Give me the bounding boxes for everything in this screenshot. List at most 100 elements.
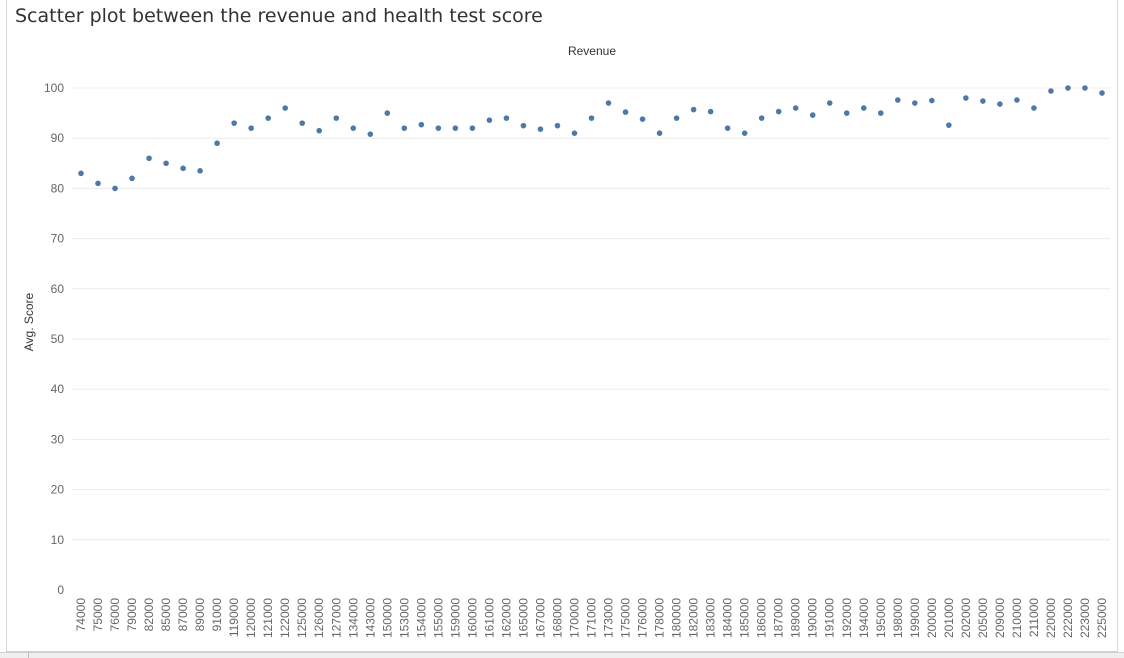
scatter-point[interactable] xyxy=(639,116,646,122)
scatter-point[interactable] xyxy=(163,160,169,167)
scatter-point[interactable] xyxy=(350,125,357,131)
scatter-point[interactable] xyxy=(1082,85,1088,91)
scatter-point[interactable] xyxy=(622,109,629,115)
x-tick-label: 220000 xyxy=(1044,598,1058,638)
x-tick-label: 170000 xyxy=(567,598,581,638)
scatter-point[interactable] xyxy=(146,155,152,162)
chart-title: Scatter plot between the revenue and hea… xyxy=(15,5,543,27)
x-tick-label: 119000 xyxy=(227,598,241,637)
scatter-point[interactable] xyxy=(860,105,867,111)
scatter-point[interactable] xyxy=(826,100,833,106)
scatter-point[interactable] xyxy=(367,131,374,137)
scatter-point[interactable] xyxy=(180,165,186,172)
scatter-point[interactable] xyxy=(980,98,986,104)
x-tick-label: 74000 xyxy=(74,598,88,632)
x-tick-label: 154000 xyxy=(414,598,428,638)
scatter-point[interactable] xyxy=(78,170,84,177)
scatter-point[interactable] xyxy=(588,115,595,121)
scatter-point[interactable] xyxy=(231,120,237,126)
scatter-point[interactable] xyxy=(1065,85,1071,91)
scatter-points xyxy=(78,85,1105,192)
y-tick-label: 100 xyxy=(44,81,64,95)
scatter-point[interactable] xyxy=(316,127,323,134)
scatter-point[interactable] xyxy=(503,115,510,121)
horizontal-scrollbar[interactable] xyxy=(0,652,1124,658)
x-tick-label: 127000 xyxy=(329,598,343,638)
scatter-point[interactable] xyxy=(912,100,918,106)
x-tick-label: 185000 xyxy=(738,598,752,638)
scatter-point[interactable] xyxy=(707,108,714,115)
scatter-point[interactable] xyxy=(452,125,459,131)
y-tick-label: 20 xyxy=(51,483,65,497)
x-tick-label: 199000 xyxy=(908,598,922,638)
scatter-point[interactable] xyxy=(129,175,135,182)
scatter-point[interactable] xyxy=(537,126,544,132)
x-tick-label: 121000 xyxy=(261,598,275,638)
scatter-point[interactable] xyxy=(724,125,731,131)
gridlines xyxy=(72,87,1110,541)
scatter-point[interactable] xyxy=(282,105,289,111)
scatter-point[interactable] xyxy=(673,115,680,121)
x-tick-label: 134000 xyxy=(346,598,360,638)
scatter-point[interactable] xyxy=(571,130,578,136)
scatter-point[interactable] xyxy=(469,125,476,131)
scatter-point[interactable] xyxy=(690,106,697,113)
scatter-point[interactable] xyxy=(248,125,254,131)
x-tick-label: 192000 xyxy=(840,598,854,638)
x-tick-label: 202000 xyxy=(959,598,973,638)
scatter-point[interactable] xyxy=(401,125,408,131)
scatter-point[interactable] xyxy=(997,101,1003,107)
y-tick-label: 0 xyxy=(57,583,64,597)
scatter-point[interactable] xyxy=(792,105,799,111)
scatter-point[interactable] xyxy=(843,110,850,116)
scatter-point[interactable] xyxy=(1099,90,1105,96)
x-tick-label: 190000 xyxy=(806,598,820,638)
scatter-point[interactable] xyxy=(1031,105,1037,111)
y-tick-label: 80 xyxy=(51,181,65,195)
scatter-point[interactable] xyxy=(895,97,901,103)
scatter-point[interactable] xyxy=(197,168,203,174)
scatter-point[interactable] xyxy=(95,180,101,187)
scatter-point[interactable] xyxy=(333,115,340,121)
scatter-point[interactable] xyxy=(384,110,391,116)
x-axis-title: Revenue xyxy=(568,44,616,58)
x-tick-label: 209000 xyxy=(993,598,1007,638)
x-tick-label: 85000 xyxy=(159,598,173,632)
scatter-point[interactable] xyxy=(554,122,561,129)
x-tick-label: 87000 xyxy=(176,598,190,632)
scatter-point[interactable] xyxy=(656,130,663,136)
scatter-point[interactable] xyxy=(418,121,425,128)
scatter-point[interactable] xyxy=(963,95,969,101)
x-tick-label: 173000 xyxy=(602,598,616,638)
y-tick-label: 70 xyxy=(51,232,65,246)
scatter-point[interactable] xyxy=(775,108,782,115)
x-tick-label: 195000 xyxy=(874,598,888,638)
x-tick-label: 184000 xyxy=(721,598,735,638)
scatter-point[interactable] xyxy=(877,110,884,116)
scatter-point[interactable] xyxy=(605,100,612,106)
x-tick-label: 165000 xyxy=(516,598,530,638)
x-tick-label: 180000 xyxy=(670,598,684,638)
x-tick-label: 187000 xyxy=(772,598,786,638)
scatter-point[interactable] xyxy=(214,140,220,147)
x-tick-label: 160000 xyxy=(465,598,479,638)
scatter-point[interactable] xyxy=(520,122,527,129)
scatter-point[interactable] xyxy=(486,117,493,123)
x-tick-label: 159000 xyxy=(448,598,462,638)
scatter-point[interactable] xyxy=(741,130,748,136)
scatter-point[interactable] xyxy=(1048,88,1054,94)
x-tick-label: 210000 xyxy=(1010,598,1024,638)
x-tick-label: 125000 xyxy=(295,598,309,638)
x-tick-label: 182000 xyxy=(687,598,701,638)
scatter-point[interactable] xyxy=(299,120,306,126)
scatter-point[interactable] xyxy=(758,115,765,121)
scatter-point[interactable] xyxy=(809,112,816,118)
scatter-point[interactable] xyxy=(112,185,118,192)
x-tick-label: 82000 xyxy=(142,598,156,632)
scatter-point[interactable] xyxy=(265,115,271,121)
x-tick-label: 222000 xyxy=(1061,598,1075,638)
scatter-point[interactable] xyxy=(946,122,952,128)
scatter-point[interactable] xyxy=(929,97,935,104)
scatter-point[interactable] xyxy=(435,125,442,131)
scatter-point[interactable] xyxy=(1014,97,1020,103)
